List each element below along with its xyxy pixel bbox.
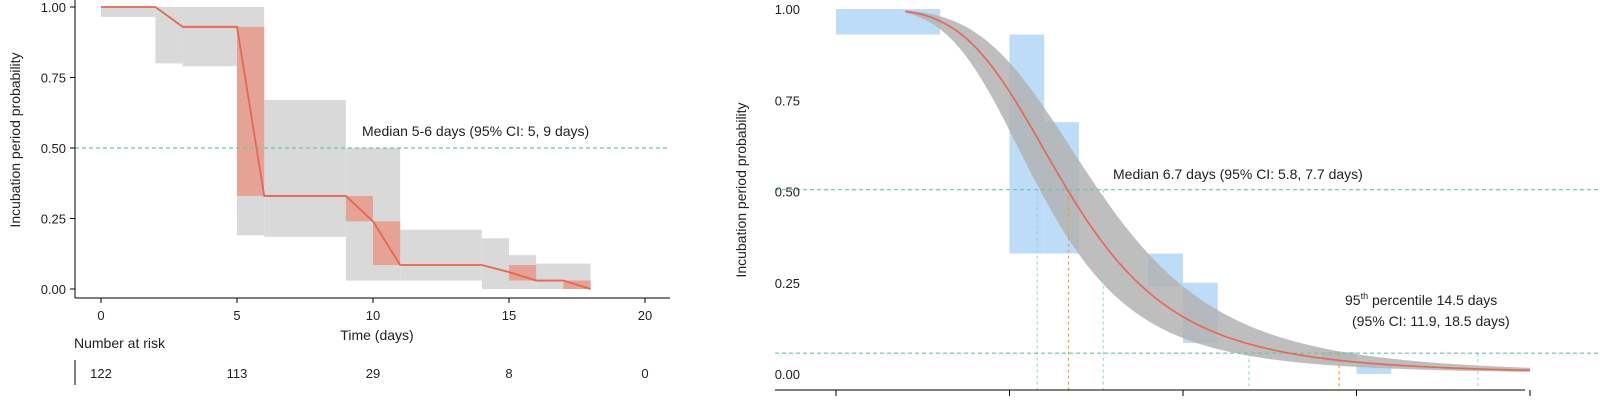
y-ticks: 0.00 0.25 0.50 0.75 1.00 xyxy=(775,2,800,382)
y-tick-label: 0.00 xyxy=(775,367,800,382)
risk-table-value: 0 xyxy=(641,366,648,381)
x-ticks: 0 5 10 15 20 xyxy=(97,298,652,323)
km-step-line-layer xyxy=(101,6,591,290)
x-tick-label: 10 xyxy=(366,308,380,323)
km-boxes-layer xyxy=(836,9,1392,374)
confidence-band xyxy=(905,10,1530,372)
x-axis-label: Time (days) xyxy=(340,327,413,343)
y-tick-label: 0.00 xyxy=(41,282,66,297)
ci-outer-box xyxy=(400,229,482,281)
risk-table-value: 29 xyxy=(366,366,380,381)
x-tick-label: 5 xyxy=(233,308,240,323)
y-tick-label: 0.25 xyxy=(775,276,800,291)
risk-table-value: 113 xyxy=(227,366,248,381)
y-tick-label: 0.25 xyxy=(41,212,66,227)
km-step-line xyxy=(101,6,591,290)
km-box xyxy=(1356,363,1392,374)
x-tick-label: 20 xyxy=(638,308,652,323)
y-tick-label: 0.50 xyxy=(41,141,66,156)
y-axis-label: Incubation period probability xyxy=(733,102,749,277)
risk-table-value: 8 xyxy=(505,366,512,381)
parametric-panel: 0.00 0.25 0.50 0.75 1.00 Incubation period p… xyxy=(733,2,1600,396)
p95-rest: percentile 14.5 days xyxy=(1368,292,1497,308)
p95-annotation: 95th percentile 14.5 days xyxy=(1345,291,1497,308)
y-tick-label: 0.50 xyxy=(775,185,800,200)
reference-vertical-lines xyxy=(1036,189,1479,390)
p95-ci-annotation: (95% CI: 11.9, 18.5 days) xyxy=(1352,313,1510,329)
ci-outer-box xyxy=(481,238,509,289)
km-panel: 0.00 0.25 0.50 0.75 1.00 0 5 10 15 20 Incubation… xyxy=(7,0,670,385)
risk-table-values: 122 113 29 8 0 xyxy=(90,366,648,381)
ci-inner-box xyxy=(509,265,537,281)
x-tick-label: 15 xyxy=(502,308,516,323)
y-tick-label: 0.75 xyxy=(41,71,66,86)
y-tick-label: 1.00 xyxy=(41,0,66,15)
p95-prefix: 95 xyxy=(1345,292,1361,308)
fitted-curve xyxy=(905,10,1531,372)
p95-superscript: th xyxy=(1361,291,1369,301)
y-ticks: 0.00 0.25 0.50 0.75 1.00 xyxy=(41,0,75,297)
y-tick-label: 0.75 xyxy=(775,93,800,108)
x-ticks xyxy=(835,390,1531,396)
y-tick-label: 1.00 xyxy=(775,2,800,17)
risk-table-value: 122 xyxy=(90,366,112,381)
x-tick-label: 0 xyxy=(97,308,104,323)
median-annotation: Median 5-6 days (95% CI: 5, 9 days) xyxy=(362,123,589,139)
risk-table-title: Number at risk xyxy=(74,335,166,351)
ci-outer-box xyxy=(264,100,346,237)
y-axis-label: Incubation period probability xyxy=(7,52,23,227)
median-annotation: Median 6.7 days (95% CI: 5.8, 7.7 days) xyxy=(1113,166,1363,182)
ci-outer-box xyxy=(101,7,156,17)
ci-outer-box xyxy=(155,7,183,64)
ci-outer-box xyxy=(182,7,237,67)
